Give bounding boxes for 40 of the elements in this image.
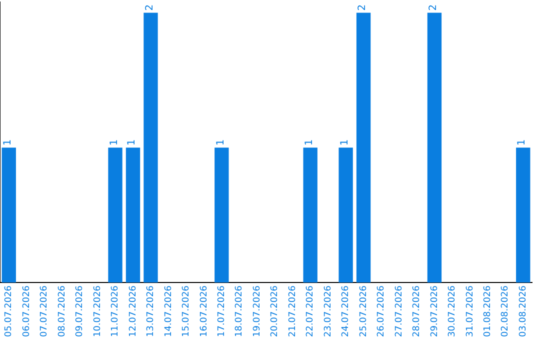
x-tick-label: 29.07.2026 xyxy=(430,285,440,337)
data-label: 1 xyxy=(339,139,350,146)
x-tick-label: 13.07.2026 xyxy=(146,285,156,337)
data-label: 1 xyxy=(215,139,226,146)
x-tick-label: 26.07.2026 xyxy=(376,285,387,337)
x-tick-label: 17.07.2026 xyxy=(217,285,228,337)
x-tick-label: 14.07.2026 xyxy=(164,285,174,337)
data-label: 1 xyxy=(108,139,120,146)
x-tick-label: 28.07.2026 xyxy=(412,285,422,337)
x-tick-label: 15.07.2026 xyxy=(182,285,192,337)
x-tick-label: 03.08.2026 xyxy=(518,285,528,337)
x-tick-label: 24.07.2026 xyxy=(341,285,352,337)
x-tick-label: 19.07.2026 xyxy=(252,285,262,337)
data-label: 1 xyxy=(516,139,528,146)
x-tick-label: 01.08.2026 xyxy=(483,285,494,337)
x-tick-label: 07.07.2026 xyxy=(40,285,50,337)
x-tick-label: 18.07.2026 xyxy=(234,285,245,337)
x-tick-label: 21.07.2026 xyxy=(288,285,298,337)
x-tick-label: 20.07.2026 xyxy=(270,285,280,337)
x-tick-label: 22.07.2026 xyxy=(306,285,316,337)
x-tick-label: 02.08.2026 xyxy=(500,285,511,337)
data-label: 1 xyxy=(304,139,315,146)
x-tick-label: 25.07.2026 xyxy=(358,285,369,337)
data-label: 1 xyxy=(126,139,138,146)
x-tick-label: 31.07.2026 xyxy=(465,285,476,337)
data-label: 1 xyxy=(2,139,14,146)
x-tick-label: 23.07.2026 xyxy=(323,285,334,337)
data-label: 2 xyxy=(428,4,440,11)
x-tick-label: 10.07.2026 xyxy=(92,285,103,337)
x-tick-label: 16.07.2026 xyxy=(199,285,210,337)
x-tick-label: 30.07.2026 xyxy=(448,285,458,337)
x-tick-label: 05.07.2026 xyxy=(4,285,14,337)
x-tick-label: 09.07.2026 xyxy=(75,285,86,337)
data-label: 2 xyxy=(357,4,368,11)
data-label: 2 xyxy=(144,4,156,11)
x-tick-label: 08.07.2026 xyxy=(57,285,68,337)
x-tick-label: 06.07.2026 xyxy=(22,285,32,337)
x-tick-label: 12.07.2026 xyxy=(128,285,138,337)
x-tick-label: 27.07.2026 xyxy=(394,285,404,337)
x-tick-label: 11.07.2026 xyxy=(110,285,121,337)
